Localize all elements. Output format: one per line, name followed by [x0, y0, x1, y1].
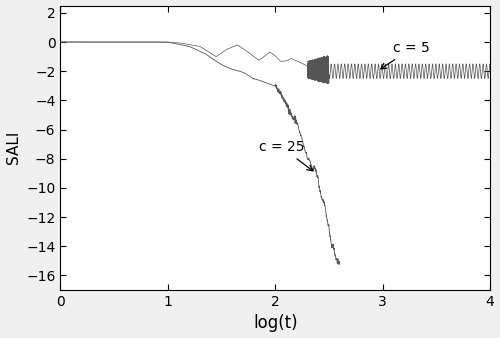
Y-axis label: SALI: SALI: [6, 131, 20, 165]
Text: c = 25: c = 25: [259, 140, 312, 171]
Text: c = 5: c = 5: [380, 41, 430, 69]
X-axis label: log(t): log(t): [253, 314, 298, 333]
